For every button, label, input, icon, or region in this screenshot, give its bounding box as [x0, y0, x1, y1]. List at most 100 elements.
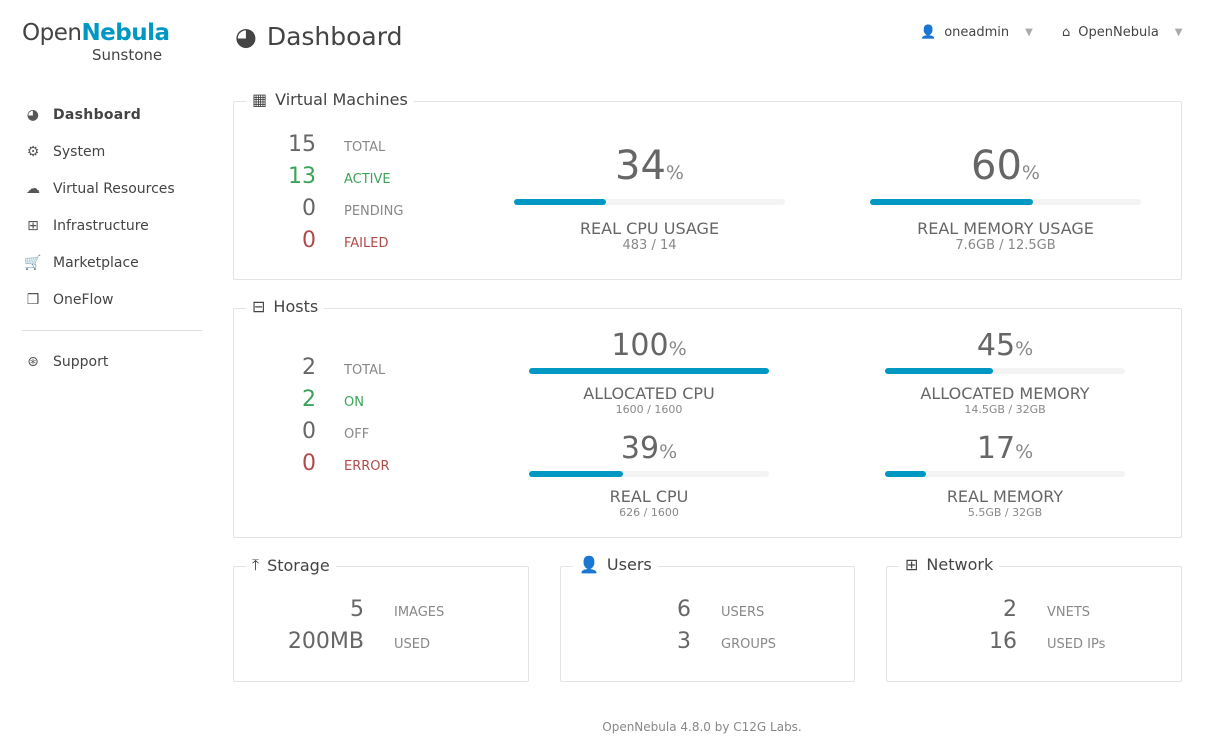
- meter-real-cpu: 39% REAL CPU 626 / 1600: [529, 432, 769, 520]
- progress-bar: [529, 471, 769, 477]
- percent-sign: %: [659, 441, 678, 463]
- stat-used: 200MB USED: [287, 629, 430, 654]
- caret-down-icon: ▼: [1174, 27, 1183, 38]
- panel-title: ⤒ Storage: [246, 555, 336, 575]
- percent-value: 60%: [870, 144, 1141, 195]
- progress-bar: [870, 199, 1141, 205]
- storage-panel: ⤒ Storage 5 IMAGES 200MB USED: [233, 555, 529, 682]
- home-icon: ⌂: [1062, 25, 1071, 40]
- meter-mem: 60% REAL MEMORY USAGE 7.6GB / 12.5GB: [870, 144, 1141, 254]
- meter-value: 5.5GB / 32GB: [967, 506, 1043, 519]
- dashboard-icon: ◕: [26, 106, 40, 123]
- logo[interactable]: OpenNebula Sunstone: [22, 20, 170, 66]
- stat-vnets: 2 VNETS: [1003, 597, 1091, 622]
- meter-value: 1600 / 1600: [615, 403, 683, 416]
- stat-groups: 3 GROUPS: [677, 629, 776, 654]
- percent-number: 100: [611, 328, 669, 363]
- meter-label: REAL CPU USAGE: [579, 219, 720, 238]
- meter-label: REAL CPU: [609, 487, 689, 506]
- stat-total: 2 TOTAL: [302, 355, 386, 380]
- progress-bar: [514, 199, 785, 205]
- meter-label: REAL MEMORY: [946, 487, 1064, 506]
- panel-title: ⊟ Hosts: [246, 297, 325, 316]
- logo-open: Open: [22, 20, 82, 46]
- stat-failed: 0 FAILED: [302, 228, 389, 253]
- meter-label: ALLOCATED CPU: [583, 384, 715, 403]
- progress-fill: [514, 199, 607, 205]
- progress-fill: [529, 368, 769, 374]
- sidebar-item-marketplace[interactable]: 🛒 Marketplace: [22, 244, 202, 281]
- meter-allocated-cpu: 100% ALLOCATED CPU 1600 / 1600: [529, 329, 769, 417]
- stat-pending: 0 PENDING: [302, 196, 404, 221]
- percent-value: 34%: [514, 144, 785, 195]
- percent-number: 39: [620, 431, 660, 466]
- lifebuoy-icon: ⊛: [27, 353, 39, 370]
- panel-title: 👤 Users: [573, 555, 658, 574]
- meter-allocated-memory: 45% ALLOCATED MEMORY 14.5GB / 32GB: [885, 329, 1125, 417]
- zone-menu[interactable]: ⌂ OpenNebula ▼: [1062, 25, 1183, 40]
- meter-value: 626 / 1600: [619, 506, 679, 519]
- panel-title: ▦ Virtual Machines: [246, 90, 414, 109]
- stat-used-ips: 16 USED IPs: [989, 629, 1106, 654]
- dashboard-icon: ◕: [235, 22, 257, 51]
- sidebar: ◕ Dashboard ⚙ System ☁ Virtual Resources ⊞ I…: [22, 96, 202, 380]
- progress-fill: [870, 199, 1033, 205]
- sidebar-item-system[interactable]: ⚙ System: [22, 133, 202, 170]
- percent-sign: %: [665, 162, 684, 184]
- meter-value: 7.6GB / 12.5GB: [955, 238, 1056, 253]
- hosts-panel: ⊟ Hosts 2 TOTAL 2 ON 0 OFF 0 ERROR 100% ALLOCA…: [233, 297, 1182, 538]
- stat-off: 0 OFF: [302, 419, 370, 444]
- progress-bar: [529, 368, 769, 374]
- users-panel: 👤 Users 6 USERS 3 GROUPS: [560, 555, 855, 682]
- sidebar-item-dashboard[interactable]: ◕ Dashboard: [22, 96, 202, 133]
- grid-icon: ▦: [252, 90, 268, 109]
- meter-real-memory: 17% REAL MEMORY 5.5GB / 32GB: [885, 432, 1125, 520]
- logo-sub: Sunstone: [92, 46, 163, 64]
- caret-down-icon: ▼: [1025, 27, 1033, 38]
- percent-number: 17: [976, 431, 1016, 466]
- vms-panel: ▦ Virtual Machines 15 TOTAL 13 ACTIVE 0 PEND…: [233, 90, 1182, 280]
- user-icon: 👤: [579, 555, 599, 574]
- meter-value: 483 / 14: [622, 238, 677, 253]
- stat-on: 2 ON: [302, 387, 364, 412]
- logo-nebula: Nebula: [81, 20, 170, 46]
- stat-images: 5 IMAGES: [350, 597, 445, 622]
- stat-total: 15 TOTAL: [288, 132, 386, 157]
- percent-value: 100%: [529, 329, 769, 366]
- percent-value: 39%: [529, 432, 769, 469]
- progress-fill: [885, 368, 993, 374]
- percent-sign: %: [1015, 441, 1034, 463]
- progress-fill: [529, 471, 623, 477]
- user-menu[interactable]: 👤 oneadmin ▼: [920, 25, 1033, 40]
- meter-cpu: 34% REAL CPU USAGE 483 / 14: [514, 144, 785, 254]
- panel-title: ⊞ Network: [899, 555, 1000, 574]
- network-panel: ⊞ Network 2 VNETS 16 USED IPs: [886, 555, 1182, 682]
- meter-label: REAL MEMORY USAGE: [917, 219, 1094, 238]
- percent-sign: %: [668, 338, 687, 360]
- upload-icon: ⤒: [252, 555, 260, 574]
- progress-bar: [885, 368, 1125, 374]
- sidebar-item-support[interactable]: ⊛ Support: [22, 343, 202, 380]
- sitemap-icon: ⊞: [905, 555, 919, 574]
- sidebar-item-virtual-resources[interactable]: ☁ Virtual Resources: [22, 170, 202, 207]
- cart-icon: 🛒: [24, 254, 42, 271]
- sidebar-item-infrastructure[interactable]: ⊞ Infrastructure: [22, 207, 202, 244]
- stat-users: 6 USERS: [677, 597, 765, 622]
- meter-label: ALLOCATED MEMORY: [920, 384, 1090, 403]
- footer: OpenNebula 4.8.0 by C12G Labs.: [602, 720, 802, 734]
- percent-value: 45%: [885, 329, 1125, 366]
- percent-sign: %: [1021, 162, 1040, 184]
- cloud-icon: ☁: [26, 180, 40, 197]
- stat-error: 0 ERROR: [302, 451, 390, 476]
- sidebar-item-oneflow[interactable]: ❒ OneFlow: [22, 281, 202, 318]
- percent-number: 45: [976, 328, 1016, 363]
- sitemap-icon: ⊞: [27, 217, 39, 234]
- percent-number: 60: [971, 143, 1022, 189]
- meter-value: 14.5GB / 32GB: [964, 403, 1046, 416]
- divider: [22, 330, 202, 331]
- hdd-icon: ⊟: [252, 297, 266, 316]
- user-icon: 👤: [920, 25, 937, 40]
- progress-bar: [885, 471, 1125, 477]
- progress-fill: [885, 471, 926, 477]
- stat-active: 13 ACTIVE: [288, 164, 391, 189]
